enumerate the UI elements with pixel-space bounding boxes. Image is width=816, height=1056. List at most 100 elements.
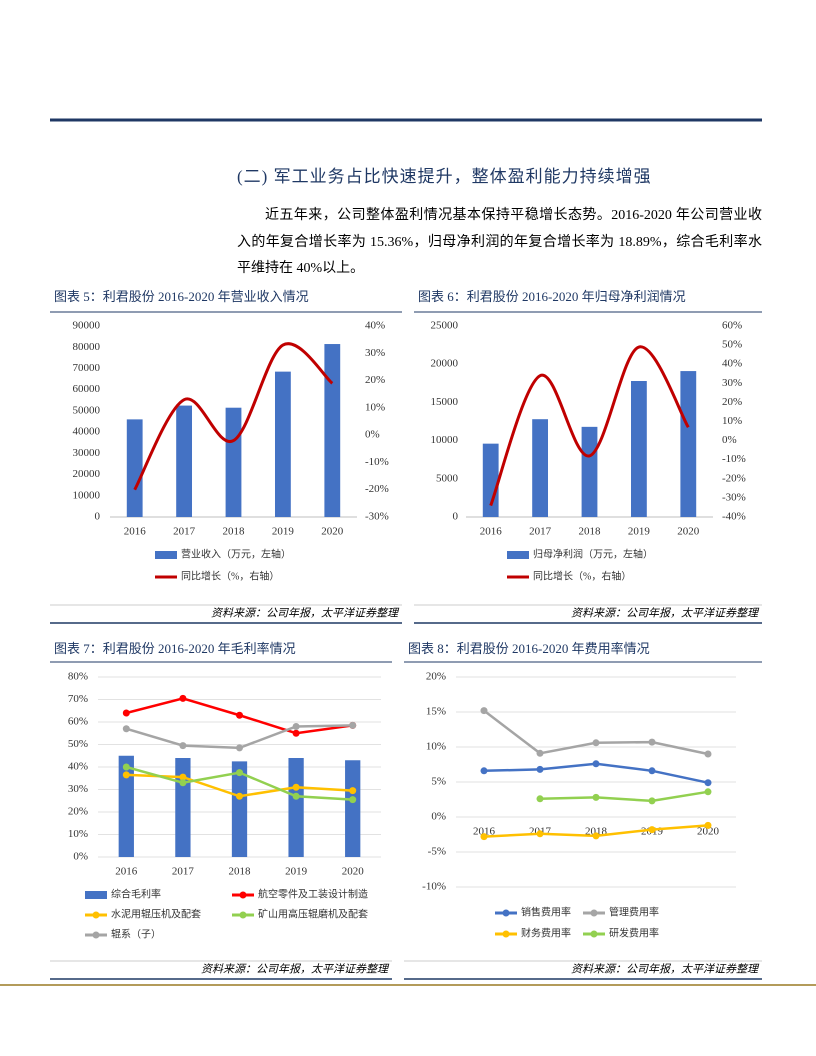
- line: [133, 342, 334, 491]
- legend-label: 同比增长（%，右轴）: [533, 569, 631, 582]
- legend-marker: [239, 891, 247, 899]
- x-tick-label: 2018: [229, 866, 252, 878]
- point: [648, 797, 656, 805]
- figure-source: 资料来源：公司年报，太平洋证券整理: [201, 963, 390, 976]
- point: [648, 738, 656, 746]
- x-tick-label: 2020: [342, 866, 365, 878]
- y-tick-label: -10%: [422, 881, 446, 893]
- point: [236, 792, 243, 800]
- y-tick-label: 0%: [73, 851, 88, 863]
- point: [480, 833, 488, 841]
- point: [704, 821, 712, 829]
- x-tick-label: 2016: [473, 826, 496, 838]
- line: [489, 345, 690, 507]
- bar: [175, 758, 191, 857]
- point: [292, 723, 300, 730]
- x-tick-label: 2019: [285, 866, 308, 878]
- legend-label: 航空零件及工装设计制造: [258, 887, 368, 900]
- legend-label: 综合毛利率: [111, 887, 161, 900]
- legend-marker: [590, 930, 598, 938]
- bar: [126, 419, 143, 517]
- y-tick-label: 20%: [426, 671, 446, 683]
- bar: [482, 443, 499, 517]
- legend-label: 同比增长（%，右轴）: [181, 569, 279, 582]
- point: [592, 832, 600, 840]
- y-tick-label: 15000: [431, 396, 459, 408]
- y2-tick-label: -30%: [365, 511, 389, 523]
- y-tick-label: 20000: [73, 468, 101, 480]
- y2-tick-label: -20%: [722, 472, 746, 484]
- y2-tick-label: -10%: [365, 456, 389, 468]
- point: [536, 765, 544, 773]
- x-tick-label: 2017: [529, 526, 552, 538]
- point: [179, 773, 187, 781]
- paragraph: 近五年来，公司整体盈利情况基本保持平稳增长态势。2016-2020 年公司营业收…: [237, 208, 762, 276]
- legend-marker: [92, 911, 100, 919]
- x-tick-label: 2016: [115, 866, 138, 878]
- bar: [231, 761, 248, 857]
- x-tick-label: 2017: [173, 526, 196, 538]
- x-tick-label: 2017: [172, 866, 195, 878]
- y2-tick-label: 30%: [365, 347, 385, 359]
- bar: [680, 371, 697, 517]
- y-tick-label: 60000: [73, 383, 101, 395]
- y2-tick-label: 20%: [365, 374, 385, 386]
- y2-tick-label: 40%: [365, 320, 385, 332]
- bar: [345, 760, 361, 857]
- y2-tick-label: -40%: [722, 511, 746, 523]
- x-tick-label: 2018: [223, 526, 246, 538]
- figure-title: 图表 6：利君股份 2016-2020 年归母净利润情况: [418, 289, 686, 304]
- y-tick-label: 50000: [73, 404, 101, 416]
- point: [292, 783, 300, 791]
- legend-swatch: [155, 551, 177, 559]
- line: [539, 790, 709, 803]
- legend-label: 辊系（子）: [111, 927, 161, 940]
- point: [349, 787, 357, 795]
- y-tick-label: 20000: [431, 358, 459, 370]
- point: [592, 760, 600, 768]
- bar: [118, 755, 134, 857]
- point: [648, 767, 656, 775]
- figure-source: 资料来源：公司年报，太平洋证券整理: [571, 607, 760, 620]
- y-tick-label: 80000: [73, 341, 101, 353]
- bar: [324, 344, 341, 517]
- point: [236, 711, 243, 719]
- point: [236, 769, 243, 777]
- point: [536, 795, 544, 803]
- point: [648, 826, 656, 834]
- y-tick-label: 80%: [68, 671, 88, 683]
- bar: [532, 419, 549, 517]
- legend-label: 营业收入（万元，左轴）: [181, 547, 291, 560]
- point: [704, 779, 712, 787]
- point: [179, 742, 187, 750]
- bar: [630, 381, 647, 517]
- y-tick-label: 10%: [426, 741, 446, 753]
- bar: [176, 405, 193, 517]
- y2-tick-label: 40%: [722, 358, 742, 370]
- y2-tick-label: -10%: [722, 453, 746, 465]
- point: [536, 830, 544, 838]
- legend-marker: [239, 911, 247, 919]
- x-tick-label: 2016: [124, 526, 147, 538]
- x-tick-label: 2020: [697, 826, 720, 838]
- y-tick-label: 70000: [73, 362, 101, 374]
- y2-tick-label: -30%: [722, 491, 746, 503]
- y2-tick-label: 50%: [722, 339, 742, 351]
- y2-tick-label: 10%: [722, 415, 742, 427]
- y-tick-label: 50%: [68, 738, 88, 750]
- legend-swatch: [507, 551, 529, 559]
- line: [483, 709, 709, 756]
- y2-tick-label: -20%: [365, 483, 389, 495]
- y-tick-label: 30000: [73, 447, 101, 459]
- legend-label: 研发费用率: [609, 926, 659, 939]
- legend-marker: [502, 930, 510, 938]
- x-tick-label: 2020: [677, 526, 700, 538]
- legend-swatch: [85, 891, 107, 899]
- legend-marker: [502, 909, 510, 917]
- y2-tick-label: 60%: [722, 320, 742, 332]
- bar: [274, 371, 291, 517]
- y-tick-label: 10000: [73, 489, 101, 501]
- y2-tick-label: 0%: [365, 429, 380, 441]
